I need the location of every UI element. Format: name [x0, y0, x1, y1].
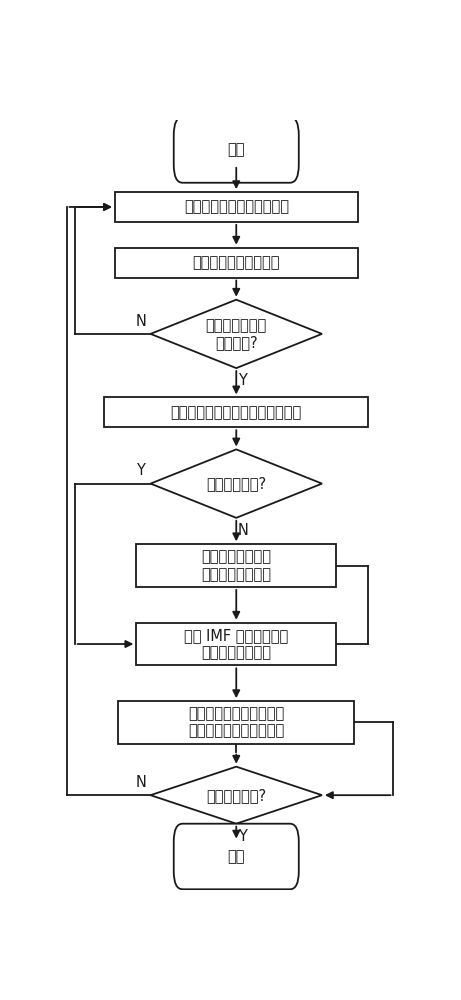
Text: 与事件实例位示图相关联
进行事件实例的外存存储: 与事件实例位示图相关联 进行事件实例的外存存储 — [188, 706, 284, 739]
Bar — [136, 623, 337, 665]
Text: N: N — [237, 523, 248, 538]
Bar — [104, 397, 368, 427]
Text: 当前事件是否为
末端事件?: 当前事件是否为 末端事件? — [206, 318, 267, 350]
Text: 内存配额已满?: 内存配额已满? — [206, 476, 266, 491]
Bar — [115, 248, 358, 278]
Text: Y: Y — [238, 373, 247, 388]
FancyBboxPatch shape — [174, 824, 299, 889]
Text: 基于对象树对事件
实例进行内存存储: 基于对象树对事件 实例进行内存存储 — [201, 549, 271, 582]
Text: N: N — [136, 775, 146, 790]
Bar — [136, 544, 337, 587]
Text: Y: Y — [238, 829, 247, 844]
FancyBboxPatch shape — [174, 117, 299, 183]
Polygon shape — [150, 449, 322, 518]
Text: 开始: 开始 — [228, 142, 245, 157]
Text: 结束: 结束 — [228, 849, 245, 864]
Bar — [115, 192, 358, 222]
Text: N: N — [136, 314, 146, 329]
Bar — [118, 701, 354, 744]
Text: 基于 IMF 策略进行事件
实例的内外存置换: 基于 IMF 策略进行事件 实例的内外存置换 — [184, 628, 289, 660]
Text: 扫描事件流，读取当前事件: 扫描事件流，读取当前事件 — [184, 199, 289, 214]
Polygon shape — [150, 767, 322, 824]
Text: 进行复杂事件检测并输出检测结果: 进行复杂事件检测并输出检测结果 — [171, 405, 302, 420]
Polygon shape — [150, 300, 322, 368]
Text: 构造、修改对象统计表: 构造、修改对象统计表 — [193, 255, 280, 270]
Text: 终止检测过程?: 终止检测过程? — [206, 788, 266, 803]
Text: Y: Y — [136, 463, 145, 478]
